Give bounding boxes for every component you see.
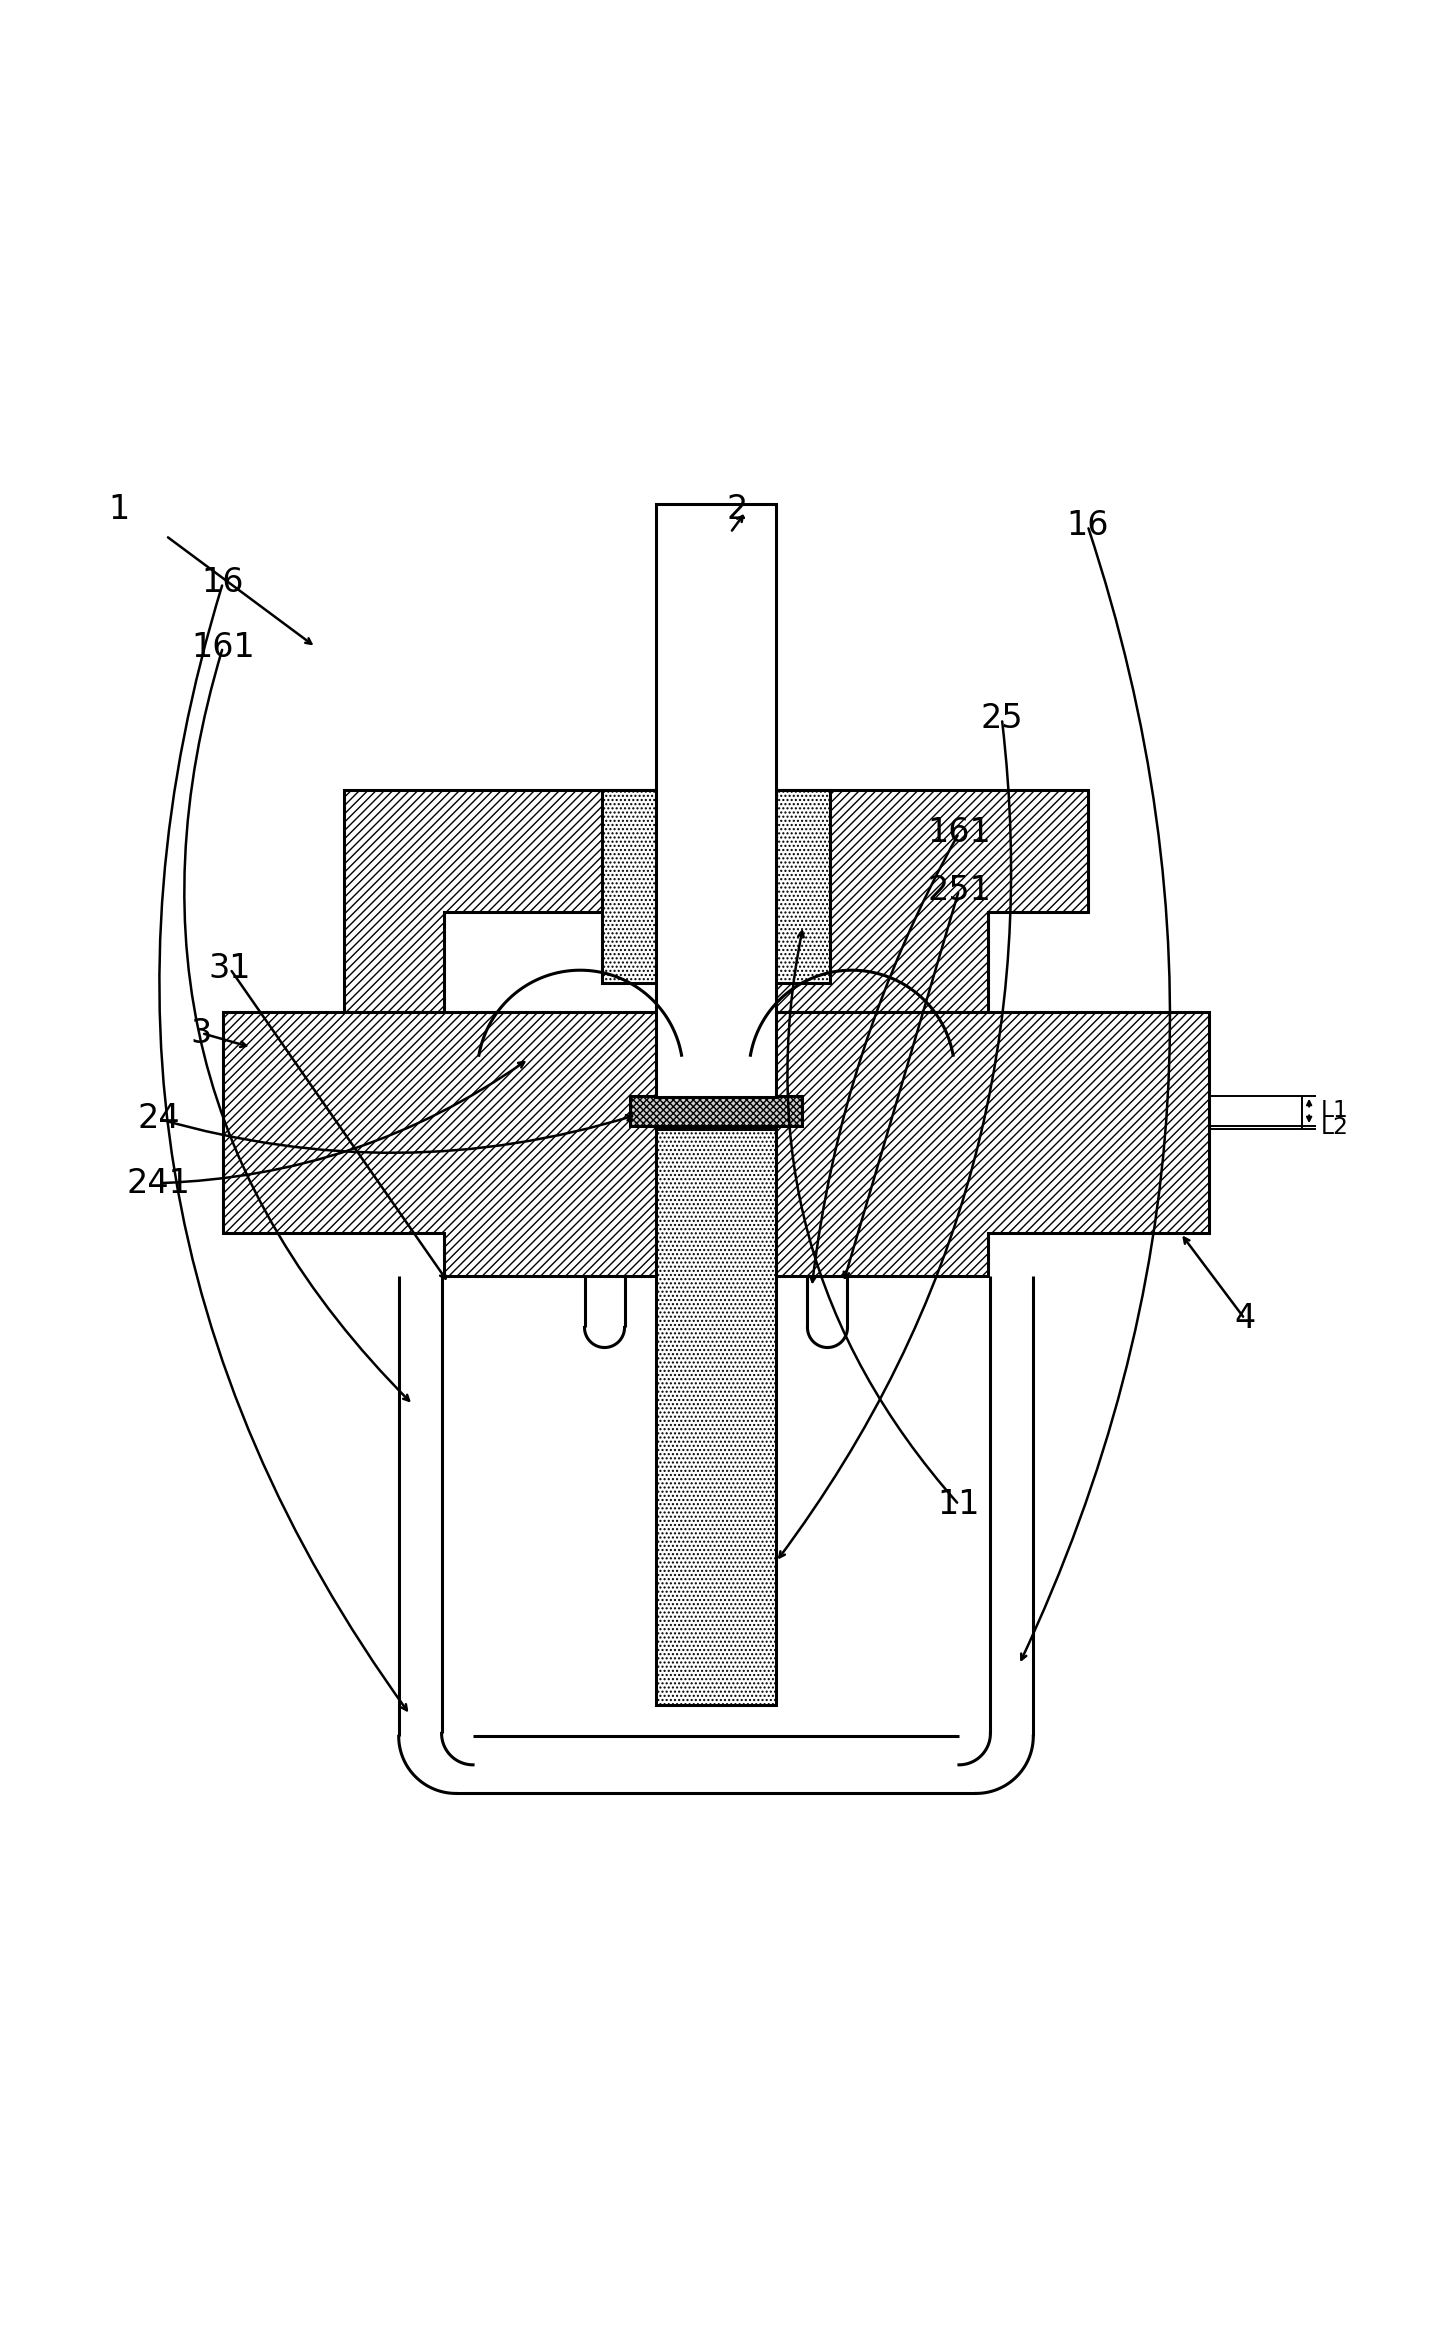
Text: 161: 161	[927, 816, 991, 849]
Polygon shape	[345, 790, 659, 1011]
Text: 16: 16	[202, 567, 245, 600]
Text: 2: 2	[727, 492, 748, 524]
Text: 3: 3	[190, 1016, 212, 1049]
Text: L2: L2	[1320, 1115, 1349, 1138]
Text: 4: 4	[1234, 1303, 1256, 1336]
Text: L1: L1	[1320, 1098, 1349, 1122]
Polygon shape	[223, 1011, 659, 1277]
Text: 31: 31	[209, 953, 251, 985]
Text: 251: 251	[927, 873, 991, 906]
Polygon shape	[773, 790, 1087, 1011]
Text: 161: 161	[190, 630, 255, 663]
Bar	[630, 1096, 802, 1127]
Text: 24: 24	[137, 1103, 180, 1136]
Text: 11: 11	[938, 1489, 981, 1522]
Bar	[601, 790, 656, 983]
Bar	[656, 503, 776, 1098]
Bar	[656, 1129, 776, 1705]
Bar	[776, 790, 831, 983]
Text: 25: 25	[981, 703, 1022, 736]
Text: 241: 241	[126, 1167, 190, 1200]
Text: 16: 16	[1067, 508, 1108, 543]
Text: 1: 1	[109, 492, 130, 524]
Polygon shape	[773, 1011, 1209, 1277]
